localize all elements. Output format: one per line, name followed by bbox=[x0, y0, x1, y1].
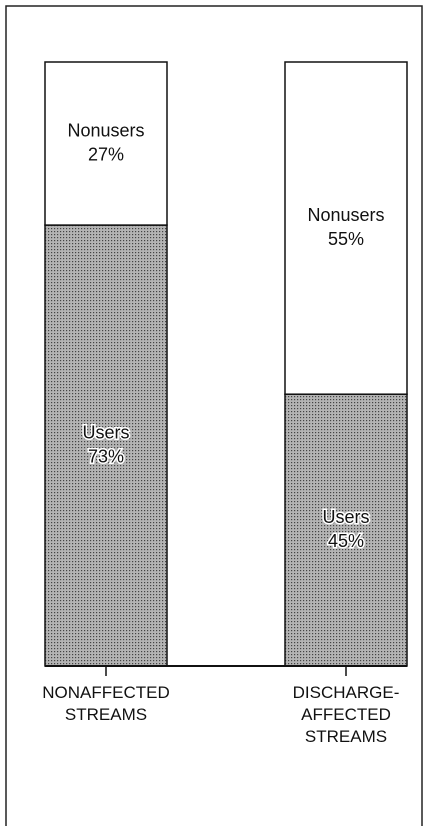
segment-name: Nonusers bbox=[67, 120, 144, 140]
x-tick-label: NONAFFECTED STREAMS bbox=[42, 683, 170, 724]
bar-segment bbox=[44, 61, 168, 226]
segment-name: Nonusers bbox=[307, 205, 384, 225]
value-label: 55% bbox=[328, 229, 364, 249]
bar-segment bbox=[284, 61, 408, 395]
value-label: 27% bbox=[88, 144, 124, 164]
frame bbox=[5, 5, 423, 826]
x-tick-label: DISCHARGE- AFFECTED STREAMS bbox=[292, 683, 400, 746]
value-label: 45% bbox=[328, 531, 364, 551]
segment-name: Users bbox=[322, 507, 369, 527]
value-label: 73% bbox=[88, 446, 124, 466]
segment-name: Users bbox=[82, 422, 129, 442]
